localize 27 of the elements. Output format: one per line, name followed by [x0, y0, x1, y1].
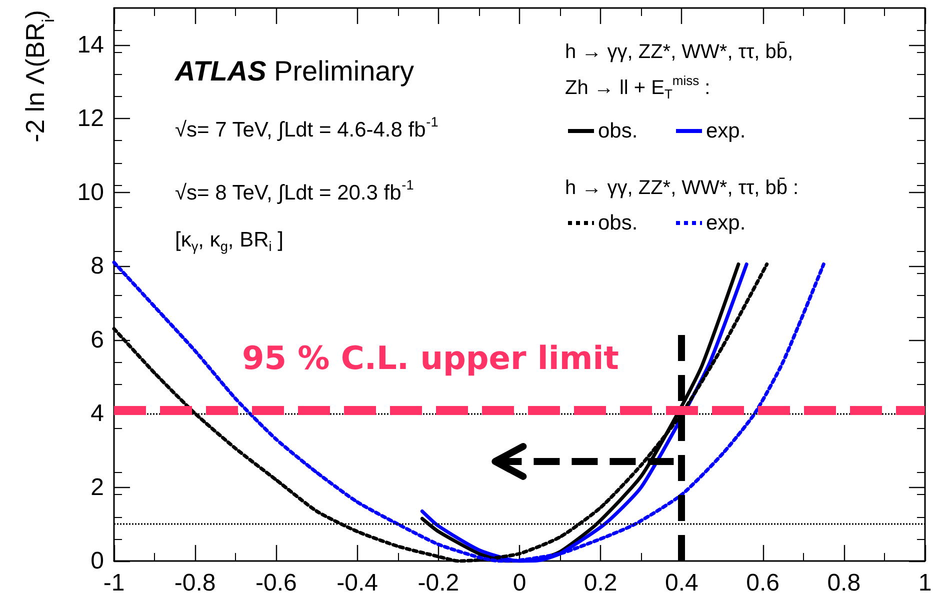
y-tick-label: 0 — [90, 548, 104, 574]
x-tick-label: 0.2 — [584, 570, 618, 596]
x-tick-label: 0.4 — [665, 570, 698, 596]
x-tick-label: 1 — [918, 570, 932, 596]
x-tick-label: -1 — [103, 570, 125, 596]
y-tick-label: 2 — [90, 474, 104, 501]
x-tick-label: 0.6 — [746, 570, 780, 596]
annotation: h → γγ, ZZ*, WW*, ττ, bb̄, — [565, 40, 794, 63]
legend-label: obs. — [598, 212, 638, 234]
y-tick-label: 6 — [90, 326, 104, 354]
x-tick-label: -0.4 — [336, 570, 378, 596]
x-tick-label: 0 — [512, 570, 526, 596]
y-tick-label: 10 — [77, 178, 104, 206]
y-tick-label: 8 — [90, 252, 104, 280]
y-tick-label: 12 — [77, 105, 104, 132]
ref-line-label: 95 % C.L. upper limit — [242, 338, 619, 377]
legend-label: obs. — [598, 120, 638, 142]
x-tick-label: 0.8 — [827, 570, 861, 596]
y-tick-label: 4 — [90, 400, 104, 428]
annotation: ATLAS Preliminary — [174, 56, 414, 86]
legend-label: exp. — [706, 120, 746, 142]
legend-label: exp. — [706, 212, 746, 234]
x-tick-label: -0.2 — [418, 570, 460, 596]
annotation: h → γγ, ZZ*, WW*, ττ, bb̄ : — [565, 176, 799, 199]
x-tick-label: -0.6 — [256, 570, 297, 596]
y-tick-label: 14 — [77, 31, 104, 58]
x-tick-label: -0.8 — [174, 570, 216, 596]
